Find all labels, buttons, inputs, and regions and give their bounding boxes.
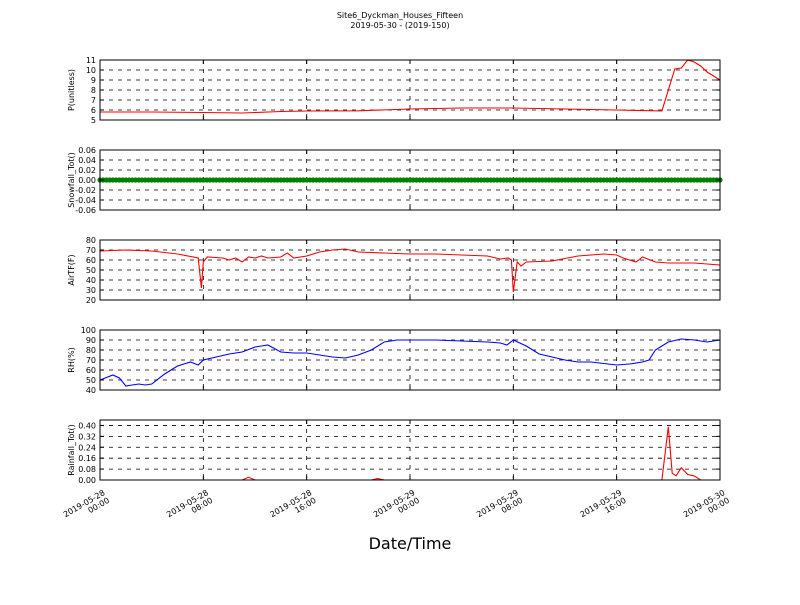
- x-tick-label: 2019-05-3000:00: [682, 488, 731, 527]
- series-line-1: [100, 59, 721, 114]
- panel-2: -0.06-0.04-0.020.000.020.040.06Snowfall_…: [67, 146, 723, 215]
- x-axis-label: Date/Time: [368, 534, 452, 553]
- y-tick-label: 5: [91, 116, 96, 125]
- y-tick-label: 8: [91, 86, 96, 95]
- y-tick-label: 40: [86, 276, 96, 285]
- series-line-1: [100, 426, 720, 481]
- y-tick-label: 0.00: [78, 476, 96, 485]
- y-tick-label: 6: [91, 106, 96, 115]
- y-tick-label: 0.32: [78, 432, 96, 441]
- y-tick-label: 11: [86, 56, 96, 65]
- y-tick-label: 30: [86, 286, 96, 295]
- y-tick-label: 0.06: [78, 146, 96, 155]
- y-tick-label: -0.02: [75, 186, 96, 195]
- series-line-1: [99, 338, 721, 387]
- y-tick-label: 10: [86, 66, 96, 75]
- y-tick-label: 60: [86, 366, 96, 375]
- y-tick-label: 70: [86, 356, 96, 365]
- y-axis-label: Rainfall_Tot(): [67, 424, 76, 476]
- chart-title: Site6_Dyckman_Houses_Fifteen: [336, 11, 464, 20]
- x-tick-label: 2019-05-2900:00: [372, 488, 421, 527]
- y-tick-label: 0.40: [78, 421, 96, 430]
- y-tick-label: 0.02: [78, 166, 96, 175]
- y-tick-label: 60: [86, 256, 96, 265]
- y-axis-label: P(unitless): [67, 69, 76, 111]
- y-tick-label: 20: [86, 296, 96, 305]
- y-tick-label: 0.00: [78, 176, 96, 185]
- y-tick-label: 0.04: [78, 156, 96, 165]
- x-tick-label: 2019-05-2808:00: [165, 488, 214, 527]
- x-tick-label: 2019-05-2908:00: [475, 488, 524, 527]
- y-tick-label: 90: [86, 336, 96, 345]
- y-tick-label: 0.08: [78, 465, 96, 474]
- series-line-1: [99, 248, 721, 293]
- y-tick-label: 40: [86, 386, 96, 395]
- x-tick-label: 2019-05-2916:00: [578, 488, 627, 527]
- y-tick-label: -0.04: [75, 196, 96, 205]
- y-tick-label: 50: [86, 266, 96, 275]
- y-tick-label: 0.16: [78, 454, 96, 463]
- y-tick-label: 80: [86, 346, 96, 355]
- y-tick-label: 9: [91, 76, 96, 85]
- y-tick-label: 50: [86, 376, 96, 385]
- y-tick-label: 0.24: [78, 443, 96, 452]
- y-tick-label: 7: [91, 96, 96, 105]
- y-axis-label: AirTF(F): [67, 254, 76, 285]
- y-axis-label: Snowfall_Tot(): [67, 152, 76, 208]
- y-tick-label: -0.06: [75, 206, 96, 215]
- y-tick-label: 80: [86, 236, 96, 245]
- chart-subtitle: 2019-05-30 - (2019-150): [350, 21, 450, 30]
- x-tick-label: 2019-05-2800:00: [62, 488, 111, 527]
- x-tick-label: 2019-05-2816:00: [268, 488, 317, 527]
- y-tick-label: 100: [81, 326, 96, 335]
- y-axis-label: RH(%): [67, 347, 76, 372]
- y-tick-label: 70: [86, 246, 96, 255]
